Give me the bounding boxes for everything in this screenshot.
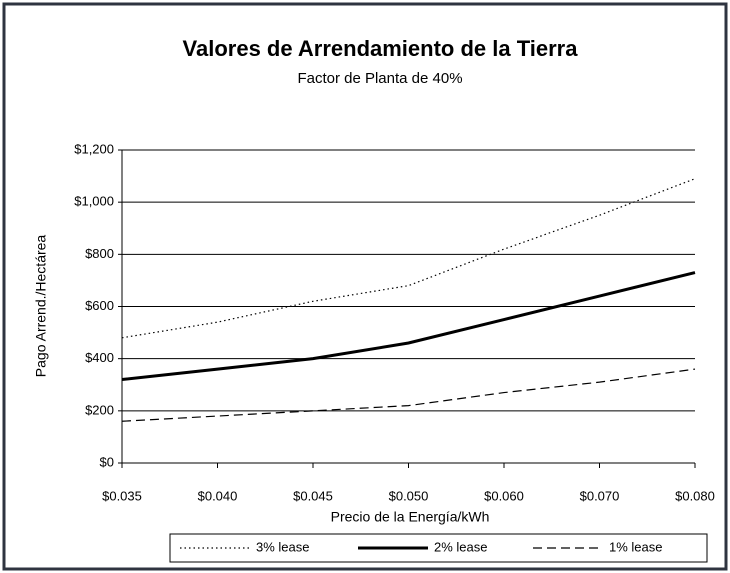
x-tick-label: $0.035 (102, 488, 142, 503)
y-tick-label: $0 (100, 454, 114, 469)
x-tick-label: $0.060 (484, 488, 524, 503)
x-axis-label: Precio de la Energía/kWh (331, 509, 490, 525)
x-tick-label: $0.070 (580, 488, 620, 503)
legend-label: 3% lease (256, 539, 309, 554)
series-line (121, 368, 696, 422)
x-tick-label: $0.040 (198, 488, 238, 503)
series-line (121, 271, 696, 382)
y-tick-label: $400 (85, 350, 114, 365)
legend-box (169, 533, 708, 563)
chart-subtitle: Factor de Planta de 40% (297, 70, 462, 87)
y-tick-label: $600 (85, 298, 114, 313)
x-tick-label: $0.050 (389, 488, 429, 503)
x-tick-label: $0.080 (675, 488, 715, 503)
y-axis-label: Pago Arrend./Hectárea (33, 235, 49, 378)
x-tick-label: $0.045 (293, 488, 333, 503)
y-tick-label: $200 (85, 402, 114, 417)
legend-label: 1% lease (609, 539, 662, 554)
y-tick-label: $800 (85, 246, 114, 261)
legend-label: 2% lease (434, 539, 487, 554)
chart-title: Valores de Arrendamiento de la Tierra (183, 36, 579, 61)
y-tick-label: $1,200 (74, 141, 114, 156)
y-tick-label: $1,000 (74, 194, 114, 209)
